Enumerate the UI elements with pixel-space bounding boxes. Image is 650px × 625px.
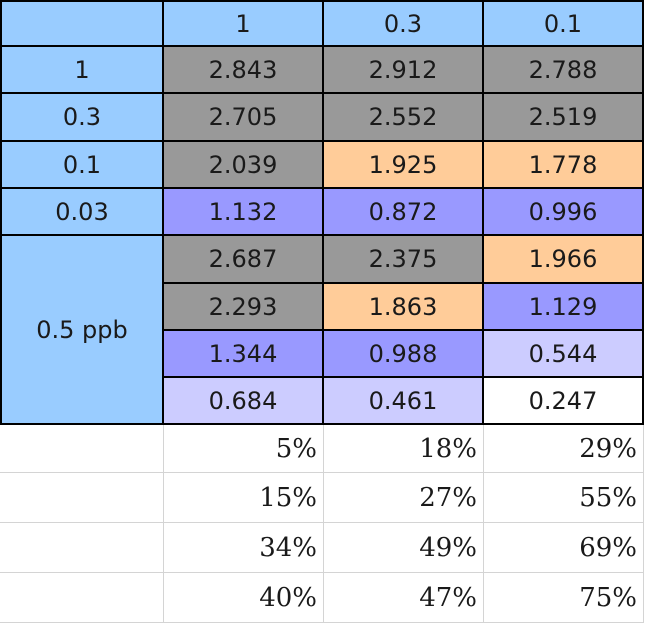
- data-cell[interactable]: 2.788: [484, 47, 644, 94]
- percent-cell[interactable]: 18%: [324, 425, 484, 473]
- corner-cell[interactable]: [0, 0, 164, 47]
- data-cell[interactable]: 2.687: [164, 236, 324, 284]
- data-cell[interactable]: 1.778: [484, 142, 644, 189]
- data-cell[interactable]: 2.039: [164, 142, 324, 189]
- data-cell[interactable]: 2.912: [324, 47, 484, 94]
- empty-cell[interactable]: [0, 573, 164, 623]
- data-cell[interactable]: 0.247: [484, 378, 644, 425]
- column-header-cell[interactable]: 0.1: [484, 0, 644, 47]
- percent-cell[interactable]: 47%: [324, 573, 484, 623]
- percent-cell[interactable]: 75%: [484, 573, 644, 623]
- data-cell[interactable]: 2.705: [164, 94, 324, 142]
- data-cell[interactable]: 2.519: [484, 94, 644, 142]
- data-cell[interactable]: 0.544: [484, 331, 644, 378]
- column-header-cell[interactable]: 1: [164, 0, 324, 47]
- data-cell[interactable]: 1.966: [484, 236, 644, 284]
- data-cell[interactable]: 1.925: [324, 142, 484, 189]
- percent-cell[interactable]: 55%: [484, 473, 644, 523]
- data-cell[interactable]: 1.132: [164, 189, 324, 236]
- percent-cell[interactable]: 5%: [164, 425, 324, 473]
- percent-cell[interactable]: 27%: [324, 473, 484, 523]
- data-cell[interactable]: 0.461: [324, 378, 484, 425]
- merged-row-header-cell[interactable]: 0.5 ppb: [0, 236, 164, 425]
- data-cell[interactable]: 0.988: [324, 331, 484, 378]
- percent-cell[interactable]: 29%: [484, 425, 644, 473]
- percent-cell[interactable]: 49%: [324, 523, 484, 573]
- data-cell[interactable]: 1.863: [324, 284, 484, 331]
- empty-cell[interactable]: [0, 523, 164, 573]
- data-cell[interactable]: 2.375: [324, 236, 484, 284]
- empty-cell[interactable]: [0, 425, 164, 473]
- column-header-cell[interactable]: 0.3: [324, 0, 484, 47]
- row-header-cell[interactable]: 1: [0, 47, 164, 94]
- data-cell[interactable]: 1.344: [164, 331, 324, 378]
- data-cell[interactable]: 0.996: [484, 189, 644, 236]
- data-cell[interactable]: 2.293: [164, 284, 324, 331]
- data-cell[interactable]: 2.843: [164, 47, 324, 94]
- data-cell[interactable]: 1.129: [484, 284, 644, 331]
- percent-cell[interactable]: 15%: [164, 473, 324, 523]
- edge-cell: [644, 0, 650, 47]
- percent-cell[interactable]: 40%: [164, 573, 324, 623]
- data-cell[interactable]: 0.684: [164, 378, 324, 425]
- percent-cell[interactable]: 69%: [484, 523, 644, 573]
- empty-cell[interactable]: [0, 473, 164, 523]
- data-cell[interactable]: 2.552: [324, 94, 484, 142]
- percent-cell[interactable]: 34%: [164, 523, 324, 573]
- row-header-cell[interactable]: 0.3: [0, 94, 164, 142]
- data-cell[interactable]: 0.872: [324, 189, 484, 236]
- row-header-cell[interactable]: 0.03: [0, 189, 164, 236]
- row-header-cell[interactable]: 0.1: [0, 142, 164, 189]
